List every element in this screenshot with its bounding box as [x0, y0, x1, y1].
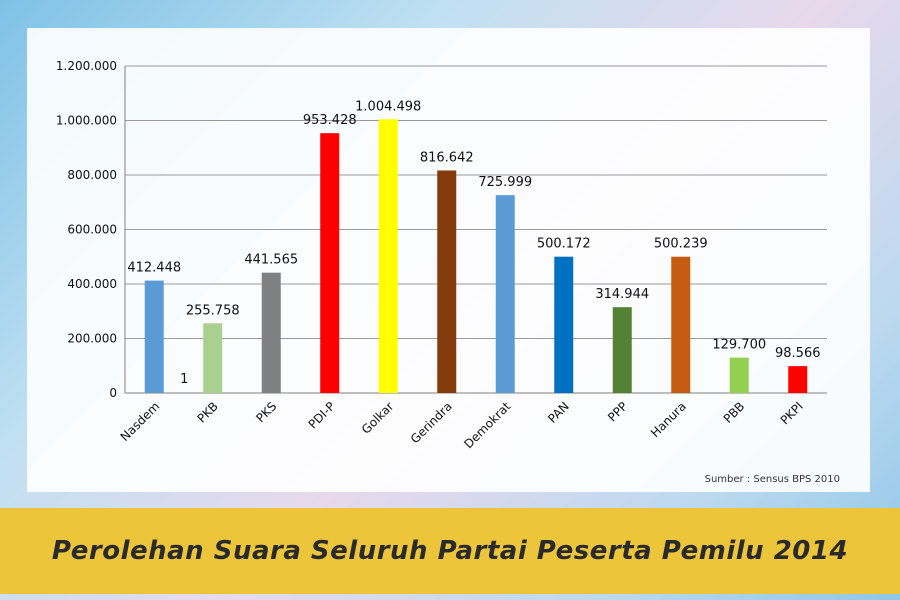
- data-label: 500.239: [654, 237, 708, 252]
- y-tick-label: 800.000: [67, 168, 117, 182]
- x-tick-label: PBB: [721, 399, 748, 426]
- data-label: 255.758: [186, 303, 240, 318]
- bar-nasdem: [144, 280, 164, 393]
- y-tick-label: 1.000.000: [56, 114, 117, 128]
- bar-pkb: [203, 323, 223, 393]
- x-tick-label: Hanura: [648, 399, 689, 440]
- x-tick-label: Gerindra: [408, 399, 455, 446]
- bar-pan: [554, 256, 574, 393]
- bar-demokrat: [495, 195, 515, 393]
- x-tick-label: PAN: [545, 399, 572, 426]
- y-tick-label: 600.000: [67, 223, 117, 237]
- bar-chart: 0 200.000 400.000 600.000 800.000 1.000.000 1.…: [56, 59, 827, 451]
- bar-golkar: [378, 119, 398, 393]
- x-tick-label: PKPI: [778, 399, 806, 427]
- x-tick-label: PPP: [605, 399, 630, 424]
- x-tick-label: PKS: [253, 399, 279, 425]
- data-label: 725.999: [478, 175, 532, 190]
- source-note: Sumber : Sensus BPS 2010: [704, 474, 840, 485]
- title-banner: Perolehan Suara Seluruh Partai Peserta P…: [0, 508, 900, 594]
- y-tick-label: 200.000: [67, 332, 117, 346]
- bar-pdi-p: [320, 133, 340, 394]
- bar-pbb: [729, 357, 749, 393]
- extra-label: 1: [180, 372, 188, 387]
- bar-gerindra: [437, 170, 457, 393]
- x-tick-label: Golkar: [359, 399, 397, 437]
- y-tick-label: 400.000: [67, 277, 117, 291]
- bar-hanura: [671, 256, 691, 393]
- data-label: 816.642: [420, 150, 474, 165]
- data-label: 441.565: [244, 253, 298, 268]
- bar-ppp: [612, 307, 632, 393]
- chart-panel: 0 200.000 400.000 600.000 800.000 1.000.000 1.…: [27, 28, 870, 492]
- x-tick-label: Demokrat: [461, 399, 513, 451]
- bar-pks: [261, 272, 281, 393]
- data-label: 314.944: [595, 287, 649, 302]
- bar-pkpi: [788, 366, 808, 393]
- x-tick-label: PDI-P: [306, 399, 338, 431]
- data-label: 98.566: [775, 346, 821, 361]
- data-label: 412.448: [127, 261, 181, 276]
- data-label: 500.172: [537, 237, 591, 252]
- x-tick-label: PKB: [194, 399, 220, 425]
- chart-title: Perolehan Suara Seluruh Partai Peserta P…: [51, 536, 849, 566]
- data-label: 1.004.498: [355, 99, 421, 114]
- data-label: 953.428: [303, 113, 357, 128]
- y-tick-label: 0: [109, 386, 117, 400]
- data-label: 129.700: [712, 338, 766, 353]
- y-tick-label: 1.200.000: [56, 59, 117, 73]
- x-tick-label: Nasdem: [118, 399, 163, 444]
